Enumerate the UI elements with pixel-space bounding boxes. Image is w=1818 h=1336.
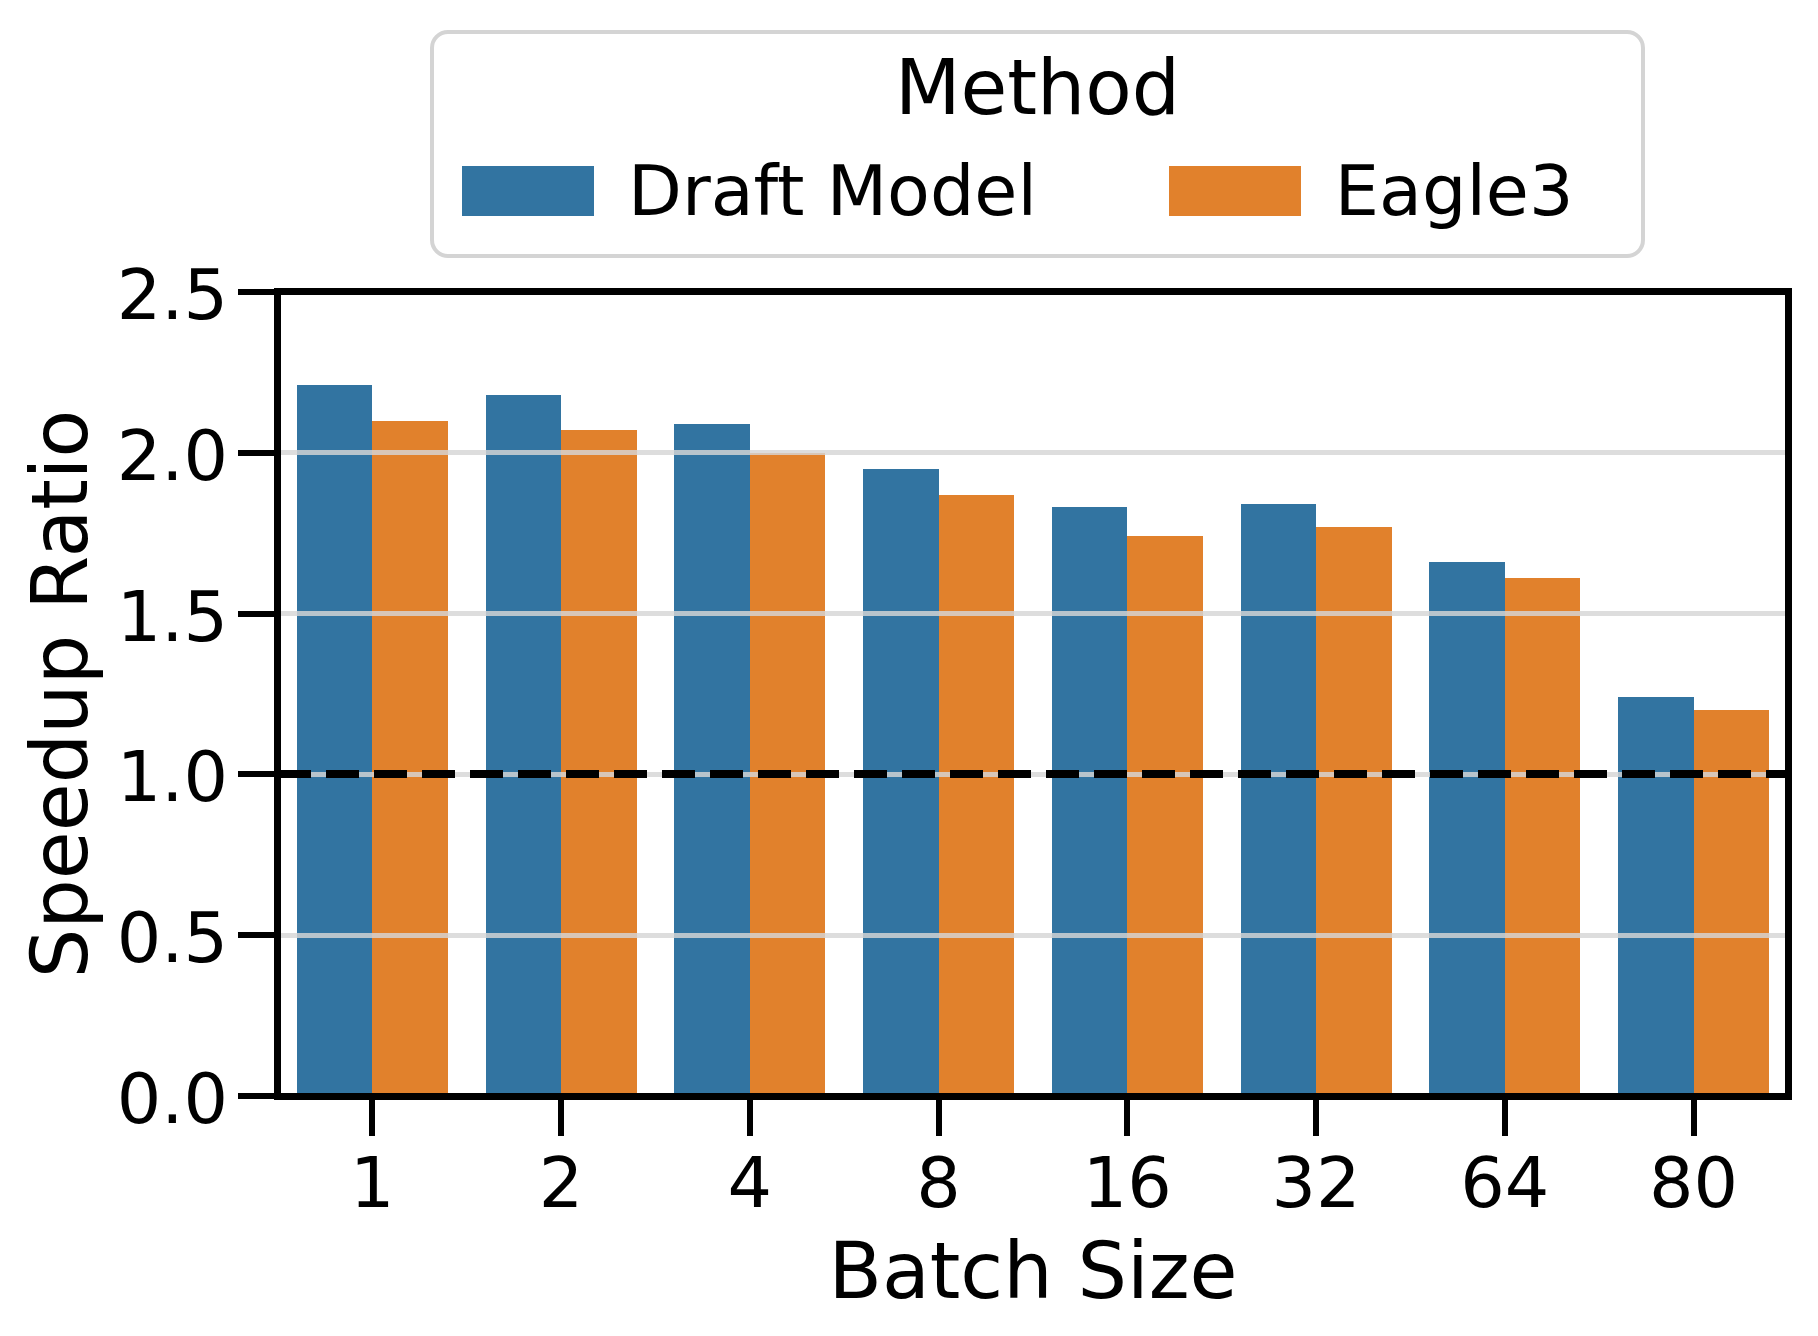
y-tick-label-0.0: 0.0	[117, 1064, 228, 1134]
bar-draft-model-batch-2	[486, 395, 562, 1096]
x-tick-8	[936, 1100, 942, 1136]
x-tick-64	[1502, 1100, 1508, 1136]
bar-draft-model-batch-8	[863, 469, 939, 1096]
gridline-y-1.5	[278, 611, 1788, 616]
x-tick-2	[558, 1100, 564, 1136]
y-tick-1.0	[238, 771, 274, 777]
y-tick-0.5	[238, 932, 274, 938]
legend-swatch-eagle3	[1169, 166, 1301, 216]
legend-title: Method	[434, 46, 1641, 130]
legend-label-draft-model: Draft Model	[628, 156, 1037, 226]
x-tick-label-1: 1	[350, 1148, 395, 1218]
legend-swatch-draft-model	[462, 166, 594, 216]
bar-draft-model-batch-64	[1429, 562, 1505, 1096]
plot-area	[278, 292, 1788, 1096]
y-tick-label-1.5: 1.5	[117, 581, 228, 651]
x-tick-32	[1313, 1100, 1319, 1136]
x-tick-label-16: 16	[1083, 1148, 1172, 1218]
y-tick-0.0	[238, 1093, 274, 1099]
bar-draft-model-batch-80	[1618, 697, 1694, 1096]
y-tick-label-2.0: 2.0	[117, 421, 228, 491]
y-tick-1.5	[238, 611, 274, 617]
gridline-y-0.5	[278, 933, 1788, 938]
top-spine	[274, 288, 1792, 295]
bar-eagle3-batch-16	[1127, 536, 1203, 1096]
x-tick-label-4: 4	[728, 1148, 773, 1218]
x-tick-16	[1124, 1100, 1130, 1136]
x-tick-80	[1691, 1100, 1697, 1136]
legend-box: Method Draft Model Eagle3	[430, 30, 1645, 258]
bar-eagle3-batch-64	[1505, 578, 1581, 1096]
bar-chart-figure: Method Draft Model Eagle3 Speedup Ratio …	[0, 0, 1818, 1336]
gridline-y-2	[278, 450, 1788, 455]
bar-draft-model-batch-4	[674, 424, 750, 1096]
y-tick-label-2.5: 2.5	[117, 260, 228, 330]
x-tick-label-80: 80	[1649, 1148, 1738, 1218]
bar-eagle3-batch-80	[1694, 710, 1770, 1096]
x-tick-label-64: 64	[1460, 1148, 1549, 1218]
y-axis-label: Speedup Ratio	[21, 410, 99, 979]
bar-draft-model-batch-16	[1052, 507, 1128, 1096]
bar-eagle3-batch-2	[561, 430, 637, 1096]
bar-draft-model-batch-32	[1241, 504, 1317, 1096]
x-tick-4	[747, 1100, 753, 1136]
x-tick-1	[369, 1100, 375, 1136]
legend-label-eagle3: Eagle3	[1335, 156, 1574, 226]
x-tick-label-32: 32	[1272, 1148, 1361, 1218]
x-tick-label-2: 2	[539, 1148, 584, 1218]
y-tick-label-0.5: 0.5	[117, 903, 228, 973]
x-axis-label: Batch Size	[828, 1232, 1237, 1310]
bar-eagle3-batch-1	[372, 421, 448, 1096]
legend-row: Draft Model Eagle3	[434, 156, 1641, 226]
y-tick-2.0	[238, 450, 274, 456]
bar-draft-model-batch-1	[297, 385, 373, 1096]
y-tick-2.5	[238, 289, 274, 295]
y-tick-label-1.0: 1.0	[117, 742, 228, 812]
bottom-spine	[274, 1093, 1792, 1100]
reference-line-speedup-1	[278, 770, 1788, 778]
right-spine	[1785, 288, 1792, 1100]
bar-eagle3-batch-8	[939, 495, 1015, 1096]
x-tick-label-8: 8	[916, 1148, 961, 1218]
left-spine	[274, 288, 281, 1100]
